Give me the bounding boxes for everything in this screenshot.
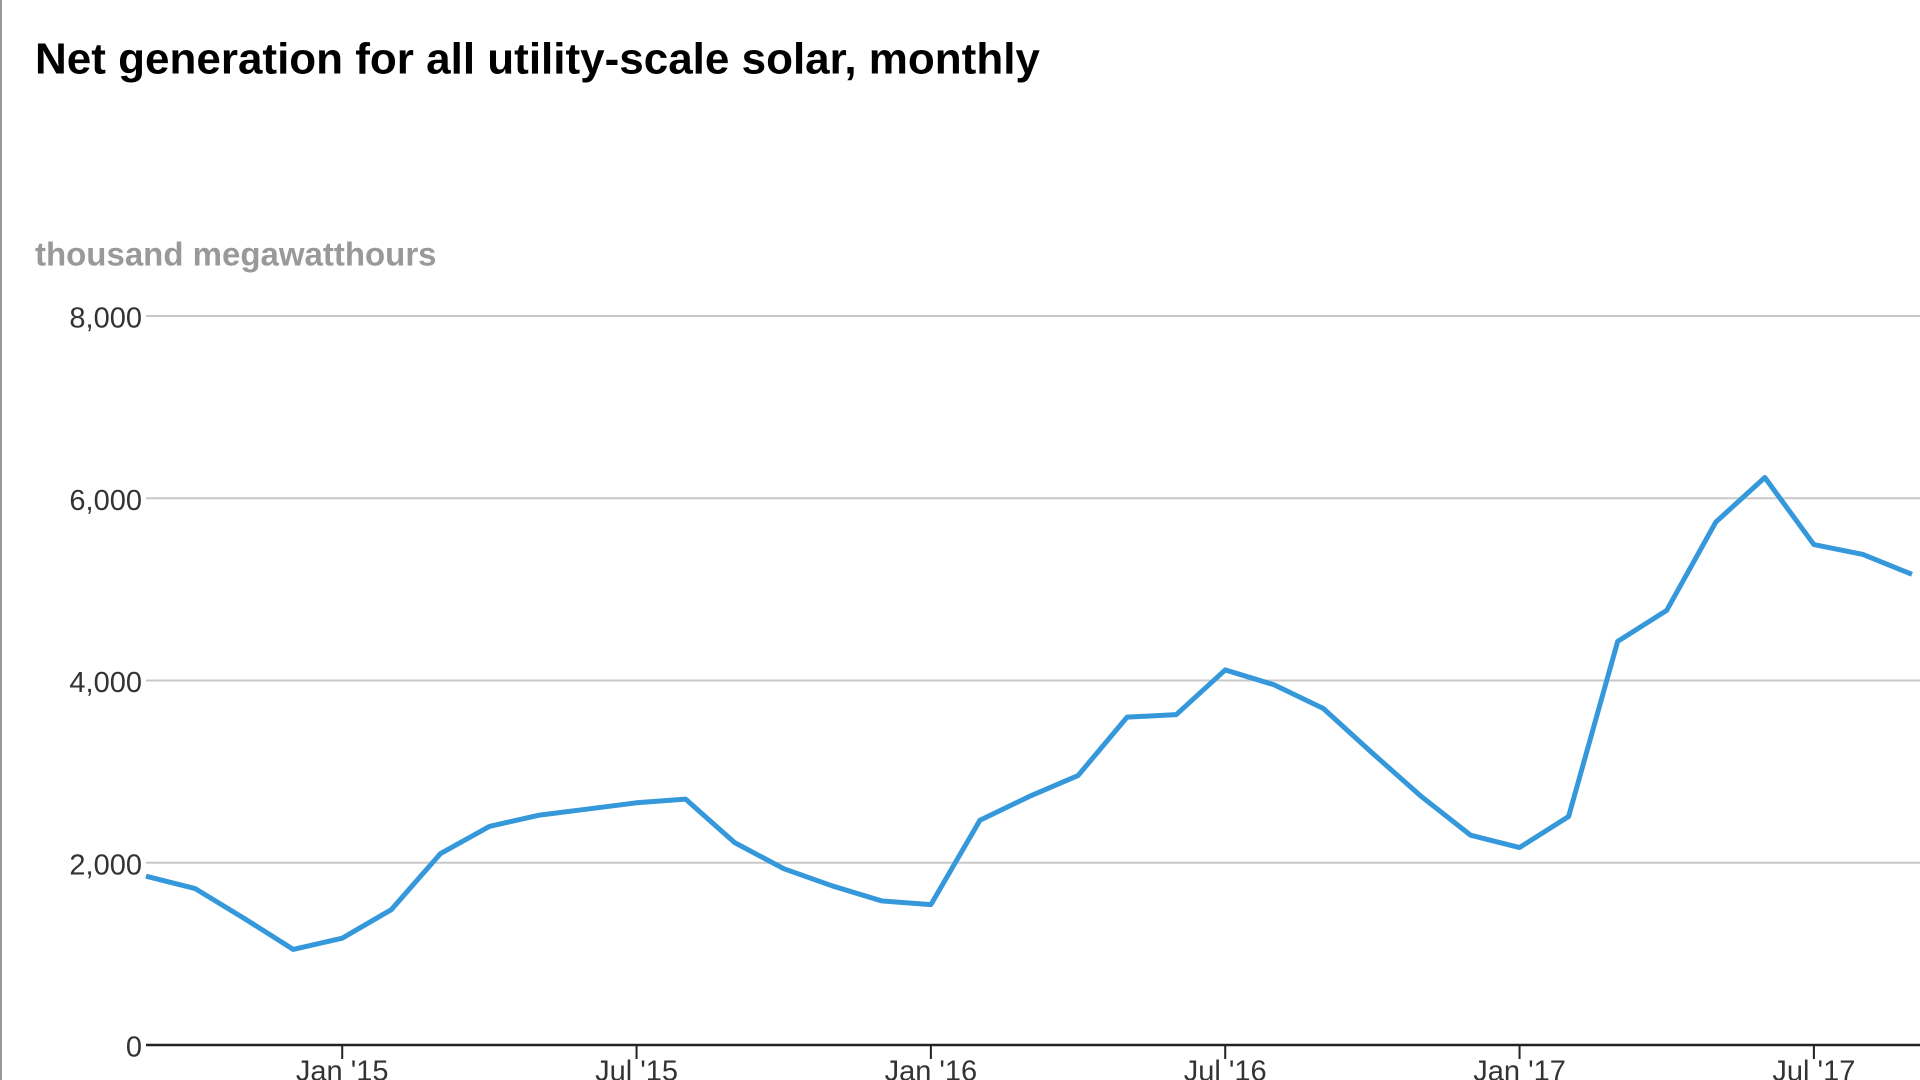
x-tick-label: Jan '17 — [1473, 1056, 1566, 1080]
y-tick-label: 0 — [126, 1032, 142, 1064]
axis-unit: thousand megawatthours — [35, 236, 437, 273]
x-tick-label: Jul '16 — [1184, 1056, 1267, 1080]
y-tick-label: 4,000 — [69, 667, 142, 699]
y-tick-label: 2,000 — [69, 849, 142, 881]
y-tick-label: 8,000 — [69, 303, 142, 335]
data-line — [145, 474, 1913, 952]
x-tick-label: Jul '17 — [1772, 1056, 1855, 1080]
x-tick-label: Jan '15 — [296, 1056, 389, 1080]
chart-title: Net generation for all utility-scale sol… — [35, 35, 1040, 84]
x-tick-label: Jul '15 — [595, 1056, 678, 1080]
x-tick-label: Jan '16 — [885, 1056, 978, 1080]
y-tick-label: 6,000 — [69, 485, 142, 517]
